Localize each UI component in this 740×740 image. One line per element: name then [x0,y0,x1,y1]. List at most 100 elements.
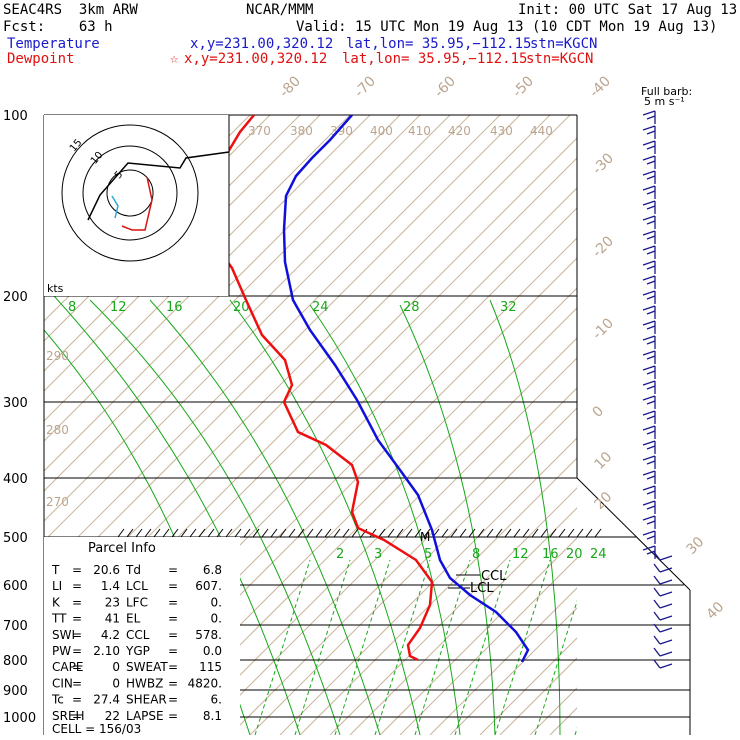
init-time: Init: 00 UTC Sat 17 Aug 13 [518,2,738,18]
mixing-ratio-line [294,559,351,735]
wind-barb [646,325,656,330]
moist-adiabat-line [489,299,561,735]
hatch-mark [540,528,548,538]
wind-barb [646,400,656,405]
wind-barb [646,340,656,345]
theta-label: 370 [248,124,271,138]
wind-barb [642,395,656,401]
parcel-key: SHEAR [126,693,167,707]
pressure-label: 700 [3,619,28,634]
pressure-label: 200 [3,290,28,305]
hodograph-ring [106,169,154,217]
parcel-info-row: SREH= 22 LAPSE = 8.1 [52,709,222,723]
wind-barb [653,635,661,645]
wind-barb [646,295,656,300]
dry-adiabat-line [179,337,577,735]
hatch-mark [459,528,467,538]
theta-label: 420 [448,124,471,138]
hatch-mark [117,528,125,538]
parcel-value: 4820. [188,676,222,690]
wind-barb [646,250,656,255]
dry-adiabat-line [680,115,740,735]
hatch-mark [522,528,530,538]
wind-barb [642,320,656,326]
parcel-value: 115 [199,660,222,674]
wind-barb [646,505,656,510]
hatch-mark [207,528,215,538]
parcel-key: LI [52,579,62,593]
isotherm-line [249,407,577,735]
hatch-mark [513,528,521,538]
wind-barb [642,500,656,506]
hatch-mark [441,528,449,538]
wind-barb [659,603,673,609]
hatch-mark [486,528,494,538]
mixing-ratio-label: 20 [566,547,583,562]
wind-barb [646,520,656,525]
wind-barb [642,125,656,131]
wind-barb [646,220,656,225]
isotherm-line [199,357,577,735]
hatch-mark [405,528,413,538]
parcel-equals: = [72,676,82,690]
parcel-key: LAPSE [126,709,164,723]
parcel-info-row: CAPE= 0 SWEAT = 115 [52,660,222,674]
hatch-mark [288,528,296,538]
dry-adiabat-line [379,537,577,735]
wind-barb [646,280,656,285]
wind-barb [642,545,656,551]
wind-barb [659,627,673,633]
pressure-label: 600 [3,579,28,594]
hatch-mark [162,528,170,538]
wind-barb [642,290,656,296]
moist-adiabat-line [229,299,421,735]
temperature-legend: Temperature [7,36,100,52]
parcel-key: CCL [126,628,150,642]
wind-barb [659,615,673,621]
hodograph-trace-mid [111,195,119,219]
parcel-equals: = [168,563,178,577]
hatch-mark [171,528,179,538]
wind-barb [659,651,673,657]
theta-label: 380 [290,124,313,138]
wind-barb [646,355,656,360]
hatch-mark [414,528,422,538]
mixing-ratio-line [534,599,577,735]
hodograph-trace-low [121,176,153,231]
pressure-label: 300 [3,396,28,411]
mixing-ratio-label: 12 [512,547,529,562]
isotherm-line [650,115,740,735]
wind-barb [659,663,673,669]
hodograph-ring [61,124,199,262]
ccl-label: CCL [481,569,507,584]
hatch-mark [594,528,602,538]
wind-barb [642,215,656,221]
parcel-value: 578. [195,628,222,642]
parcel-equals: = [72,644,82,658]
mixing-ratio-label: 16 [166,300,183,315]
wind-barb [646,130,656,135]
mixing-ratio-label: 5 [424,547,432,562]
moist-adiabat-line [149,299,381,735]
hatch-mark [576,528,584,538]
frame-diagonal [576,477,691,591]
mixing-ratio-label: 28 [403,300,420,315]
center-label: NCAR/MMM [246,2,314,18]
wind-barb [646,460,656,465]
wind-barb [646,175,656,180]
theta-label: 410 [408,124,431,138]
parcel-key: LFC [126,595,148,609]
parcel-value: 6.8 [203,563,222,577]
isotherm-label: -70 [352,73,379,100]
hatch-mark [135,528,143,538]
wind-barb [642,365,656,371]
hatch-mark [450,528,458,538]
dry-adiabat-line [44,115,451,522]
wind-barb [653,611,661,621]
hatch-mark [189,528,197,538]
mixing-ratio-line [334,559,391,735]
wind-barb [646,370,656,375]
wind-barb [642,200,656,206]
isotherm-line [499,657,577,735]
parcel-equals: = [168,595,178,609]
